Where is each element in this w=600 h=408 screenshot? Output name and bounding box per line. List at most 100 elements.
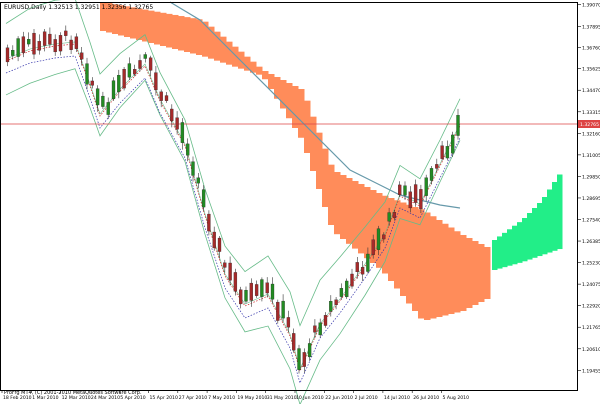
candle-bull xyxy=(144,54,147,58)
cloud-segment-bear xyxy=(196,19,203,55)
candle-bear xyxy=(22,37,25,53)
cloud-segment-bear xyxy=(262,71,269,79)
cloud-segment-bear xyxy=(256,67,263,75)
candle-bear xyxy=(80,53,83,59)
y-tick-label: 1.21765 xyxy=(582,325,600,331)
candle-bear xyxy=(234,272,237,291)
x-tick-label: 14 Jul 2010 xyxy=(384,395,410,401)
candle-bear xyxy=(435,164,438,168)
y-tick-label: 1.27540 xyxy=(582,218,600,224)
candle-bear xyxy=(372,240,375,255)
y-tick-label: 1.35625 xyxy=(582,67,600,73)
candle-bear xyxy=(313,326,316,333)
y-tick-label: 1.25230 xyxy=(582,261,600,267)
cloud-segment-bear xyxy=(286,83,293,118)
cloud-segment-bear xyxy=(280,80,287,109)
candle-bear xyxy=(48,34,51,44)
candle-bear xyxy=(170,109,173,121)
y-tick-label: 1.19455 xyxy=(582,368,600,374)
y-tick-label: 1.29850 xyxy=(582,174,600,180)
candle-bear xyxy=(165,96,168,101)
y-tick-label: 1.36760 xyxy=(582,46,600,52)
candle-bear xyxy=(139,60,142,68)
cloud-segment-bear xyxy=(160,13,167,46)
candle-bull xyxy=(202,190,205,208)
cloud-segment-bear xyxy=(460,235,467,311)
cloud-segment-bear xyxy=(334,172,341,234)
candle-bull xyxy=(329,301,332,311)
cloud-segment-bull xyxy=(542,197,548,254)
cloud-segment-bear xyxy=(310,117,317,171)
candle-bear xyxy=(149,58,152,71)
cloud-segment-bear xyxy=(418,209,425,318)
y-tick-label: 1.37895 xyxy=(582,24,600,30)
candle-bull xyxy=(260,280,263,297)
candle-bear xyxy=(356,262,359,271)
cloud-segment-bear xyxy=(178,16,185,50)
candle-bull xyxy=(271,284,274,299)
candle-bear xyxy=(361,267,364,274)
candle-bear xyxy=(303,352,306,366)
x-tick-label: 2 Jul 2010 xyxy=(355,395,378,401)
x-tick-label: 22 Jun 2010 xyxy=(325,395,353,401)
candle-bull xyxy=(245,290,248,301)
cloud-segment-bear xyxy=(346,178,353,244)
x-tick-label: 26 Jul 2010 xyxy=(413,395,439,401)
cloud-segment-bull xyxy=(497,236,503,268)
candle-bear xyxy=(154,73,157,90)
cloud-segment-bear xyxy=(142,10,149,42)
cloud-segment-bull xyxy=(522,218,528,261)
candle-bull xyxy=(430,168,433,180)
candle-bear xyxy=(64,31,67,36)
cloud-segment-bear xyxy=(226,42,233,65)
candle-bull xyxy=(117,75,120,92)
candle-bear xyxy=(266,283,269,293)
cloud-segment-bull xyxy=(492,240,498,270)
candle-bear xyxy=(70,40,73,50)
candle-bull xyxy=(345,281,348,297)
y-tick-label: 1.22920 xyxy=(582,304,600,310)
candle-bull xyxy=(446,146,449,158)
cloud-segment-bear xyxy=(184,17,191,52)
candle-bear xyxy=(213,232,216,248)
candle-bull xyxy=(11,50,14,55)
x-tick-label: 31 May 2010 xyxy=(267,395,297,401)
cloud-segment-bull xyxy=(507,229,513,265)
candle-bear xyxy=(54,39,57,51)
y-tick-label: 1.32160 xyxy=(582,131,600,137)
candle-bear xyxy=(382,235,385,239)
cloud-segment-bull xyxy=(547,190,553,253)
candle-bull xyxy=(96,89,99,105)
candle-bear xyxy=(351,274,354,286)
candle-bull xyxy=(101,96,104,106)
candle-bull xyxy=(181,122,184,142)
candle-bull xyxy=(308,343,311,356)
candle-bull xyxy=(107,102,110,114)
candle-bull xyxy=(86,64,89,85)
candle-bear xyxy=(43,32,46,46)
cloud-segment-bear xyxy=(232,47,239,67)
candle-bear xyxy=(6,48,9,62)
candle-bull xyxy=(112,81,115,99)
cloud-segment-bear xyxy=(358,184,365,253)
candle-bear xyxy=(218,238,221,251)
cloud-segment-bull xyxy=(512,226,518,265)
candle-bear xyxy=(33,33,36,54)
candle-bull xyxy=(451,135,454,153)
cloud-segment-bear xyxy=(466,238,473,308)
y-tick-label: 1.39070 xyxy=(582,2,600,8)
cloud-segment-bear xyxy=(478,244,485,302)
cloud-segment-bear xyxy=(436,220,443,317)
cloud-segment-bear xyxy=(406,205,413,304)
candle-bull xyxy=(319,323,322,335)
cloud-segment-bear xyxy=(172,15,179,49)
candle-bear xyxy=(250,283,253,300)
cloud-segment-bull xyxy=(517,222,523,263)
candle-bear xyxy=(38,41,41,50)
candle-bull xyxy=(366,254,369,272)
candle-bull xyxy=(186,144,189,155)
candle-bear xyxy=(335,300,338,305)
candle-bear xyxy=(419,189,422,209)
candle-bear xyxy=(255,284,258,295)
